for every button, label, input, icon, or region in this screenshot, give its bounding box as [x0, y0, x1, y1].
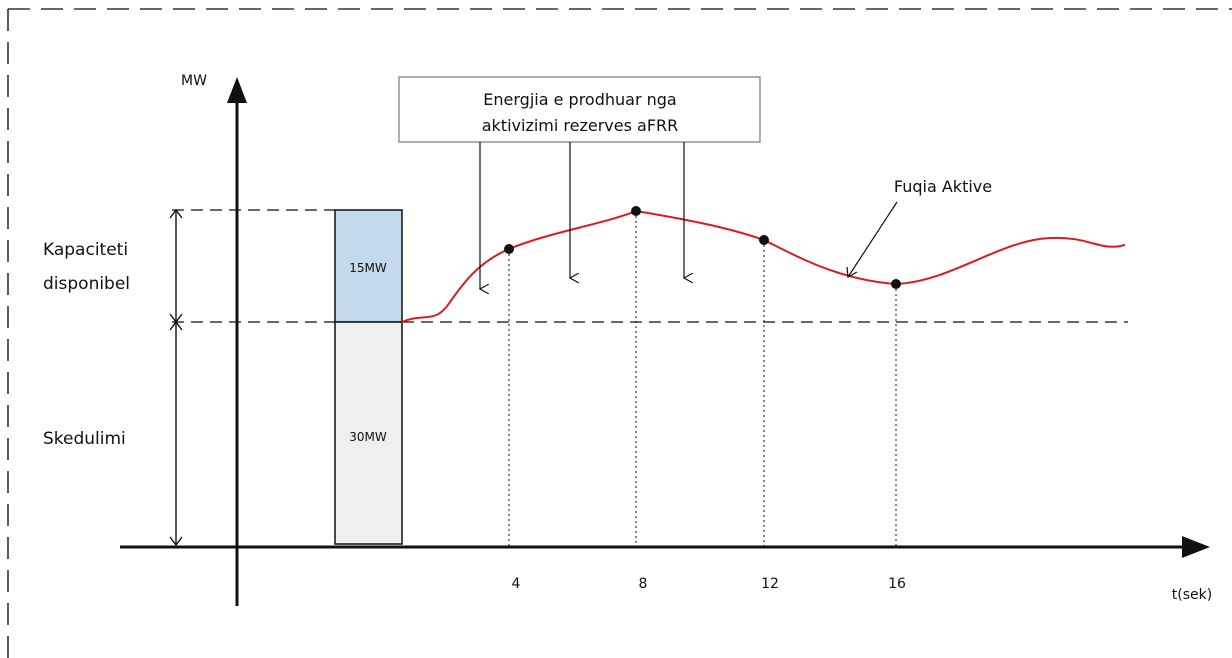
dimension-arrow-bottom — [169, 536, 183, 547]
x-axis-label: t(sek) — [1172, 587, 1212, 603]
y-axis-arrowhead — [227, 77, 247, 103]
label-schedule: Skedulimi — [43, 429, 126, 449]
x-tick-4: 4 — [512, 576, 521, 592]
dimension-arrow-top — [169, 208, 183, 219]
x-tick-16: 16 — [888, 576, 906, 592]
curve-label-pointer — [847, 201, 898, 278]
curve-label: Fuqia Aktive — [894, 177, 992, 196]
curve-point-8 — [631, 206, 641, 216]
curve-point-12 — [759, 235, 769, 245]
bar-top-value: 15MW — [349, 261, 387, 275]
curve-point-16 — [891, 279, 901, 289]
label-capacity-line1: Kapaciteti — [43, 240, 128, 260]
callout-line2: aktivizimi rezerves aFRR — [482, 116, 679, 135]
callout-line1: Energjia e prodhuar nga — [483, 90, 676, 109]
active-power-curve — [401, 209, 1126, 323]
y-axis-label: MW — [181, 73, 207, 89]
callout-box — [398, 76, 761, 143]
x-tick-8: 8 — [639, 576, 648, 592]
curve-point-4 — [504, 244, 514, 254]
x-axis-arrowhead — [1182, 536, 1210, 558]
curve-label-pointer-head — [846, 266, 858, 278]
dimension-arrow-mid-up — [169, 320, 183, 331]
x-tick-12: 12 — [761, 576, 779, 592]
bar-schedule-segment — [334, 321, 403, 545]
label-capacity-line2: disponibel — [43, 274, 130, 294]
bar-bottom-value: 30MW — [349, 430, 387, 444]
